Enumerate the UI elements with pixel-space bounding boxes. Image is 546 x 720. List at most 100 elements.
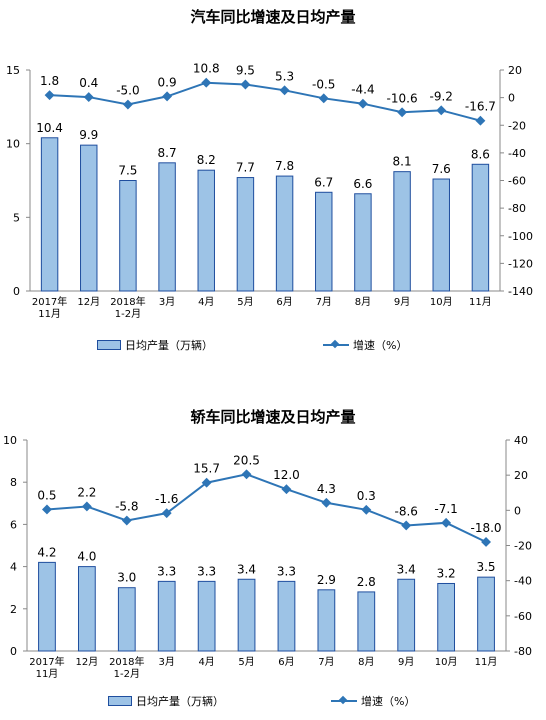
growth-value-label: -10.6: [387, 91, 418, 105]
sedan-chart: 轿车同比增速及日均产量 0 2 4 6 8 10 40 20 0 -20 -40 -60 -80 2017…: [0, 360, 546, 720]
right-tick-label: 0: [514, 504, 521, 517]
growth-value-label: 1.8: [40, 74, 59, 88]
bar: [317, 589, 336, 652]
growth-point: [441, 517, 452, 528]
left-tick-label: 8: [10, 476, 17, 489]
bar: [393, 171, 411, 292]
bar: [354, 193, 372, 292]
bar: [197, 580, 216, 652]
right-tick-label: -80: [508, 202, 526, 215]
growth-value-label: 0.3: [357, 489, 376, 503]
bar: [157, 580, 176, 652]
x-tick-label: 7月: [318, 656, 334, 668]
bar: [357, 591, 376, 652]
growth-point: [321, 497, 332, 508]
left-tick-label: 10: [6, 138, 20, 151]
left-tick-label: 10: [3, 434, 17, 447]
x-tick-label: 2017年 11月: [29, 655, 64, 680]
bar-value-label: 8.7: [158, 146, 177, 160]
growth-value-label: -0.5: [312, 77, 335, 91]
bar-value-label: 6.7: [314, 175, 333, 189]
legend-line-swatch: [331, 696, 357, 706]
growth-point: [318, 93, 329, 104]
growth-point: [81, 501, 92, 512]
bar: [275, 175, 294, 292]
x-tick-label: 6月: [278, 656, 294, 668]
bar-value-label: 7.6: [432, 162, 451, 176]
bar-value-label: 3.2: [437, 566, 456, 580]
growth-point: [201, 477, 212, 488]
x-tick-label: 6月: [276, 296, 292, 308]
bar-value-label: 2.8: [357, 575, 376, 589]
growth-value-label: 20.5: [233, 453, 260, 467]
growth-line: [46, 473, 487, 543]
x-tick-label: 5月: [237, 296, 253, 308]
bar: [397, 578, 416, 652]
chart-title: 汽车同比增速及日均产量: [190, 8, 356, 26]
bar: [236, 177, 255, 292]
left-tick-label: 4: [10, 561, 17, 574]
bar-value-label: 9.9: [79, 128, 98, 142]
growth-value-label: 0.9: [158, 75, 177, 89]
bar: [40, 137, 59, 292]
bar: [437, 582, 456, 652]
right-tick-label: 0: [508, 92, 515, 105]
x-tick-label: 2018年 1-2月: [110, 295, 145, 320]
legend-bar-item: 日均产量（万辆）: [97, 337, 213, 353]
right-tick-label: -60: [514, 610, 532, 623]
bar: [471, 163, 490, 292]
chart-title: 轿车同比增速及日均产量: [190, 408, 356, 426]
legend-bar-swatch: [108, 696, 132, 706]
growth-point: [397, 107, 408, 118]
growth-value-label: -5.0: [116, 84, 139, 98]
bar-value-label: 7.5: [118, 164, 137, 178]
growth-point: [357, 98, 368, 109]
growth-point: [121, 515, 132, 526]
growth-line: [49, 81, 481, 122]
growth-value-label: 10.8: [193, 62, 220, 76]
growth-value-label: -7.1: [434, 502, 457, 516]
growth-point: [481, 537, 491, 547]
legend-bar-label: 日均产量（万辆）: [136, 695, 224, 708]
growth-value-label: -16.7: [465, 100, 496, 114]
bar-value-label: 3.3: [197, 564, 216, 578]
growth-value-label: 5.3: [275, 69, 294, 83]
bar: [277, 580, 296, 652]
sedan-chart-plot: 0 2 4 6 8 10 40 20 0 -20 -40 -60 -80 2017年 11月 12月 2018年…: [3, 434, 532, 680]
legend-line-label: 增速（%）: [361, 695, 416, 708]
growth-point: [162, 91, 173, 102]
legend-line-item: 增速（%）: [331, 693, 415, 709]
bar-value-label: 3.0: [117, 571, 136, 585]
bar: [315, 191, 333, 292]
bar: [77, 566, 96, 652]
bar: [477, 576, 495, 652]
bar: [38, 561, 56, 652]
left-tick-label: 6: [10, 518, 17, 531]
growth-value-label: 2.2: [77, 485, 96, 499]
legend-line-label: 增速（%）: [353, 339, 408, 352]
right-tick-label: -80: [514, 645, 532, 658]
growth-point: [361, 504, 372, 515]
growth-point: [281, 484, 292, 495]
growth-value-label: 0.5: [37, 488, 56, 502]
legend-line-swatch: [323, 340, 349, 350]
x-tick-label: 4月: [198, 656, 214, 668]
bar-value-label: 10.4: [36, 121, 63, 135]
growth-point: [201, 77, 212, 88]
bar-value-label: 4.2: [37, 545, 56, 559]
right-tick-label: -40: [508, 147, 526, 160]
bar-value-label: 2.9: [317, 573, 336, 587]
right-tick-label: -20: [514, 540, 532, 553]
left-tick-label: 0: [10, 645, 17, 658]
growth-point: [401, 520, 412, 531]
growth-value-label: -9.2: [430, 89, 453, 103]
growth-point: [42, 504, 52, 515]
bar: [237, 578, 256, 652]
x-tick-label: 10月: [435, 656, 458, 668]
x-tick-label: 12月: [77, 296, 100, 308]
legend-bar-label: 日均产量（万辆）: [125, 339, 213, 352]
x-tick-label: 3月: [159, 296, 175, 308]
legend-line-item: 增速（%）: [323, 337, 407, 353]
x-tick-label: 4月: [198, 296, 214, 308]
left-tick-label: 0: [13, 285, 20, 298]
